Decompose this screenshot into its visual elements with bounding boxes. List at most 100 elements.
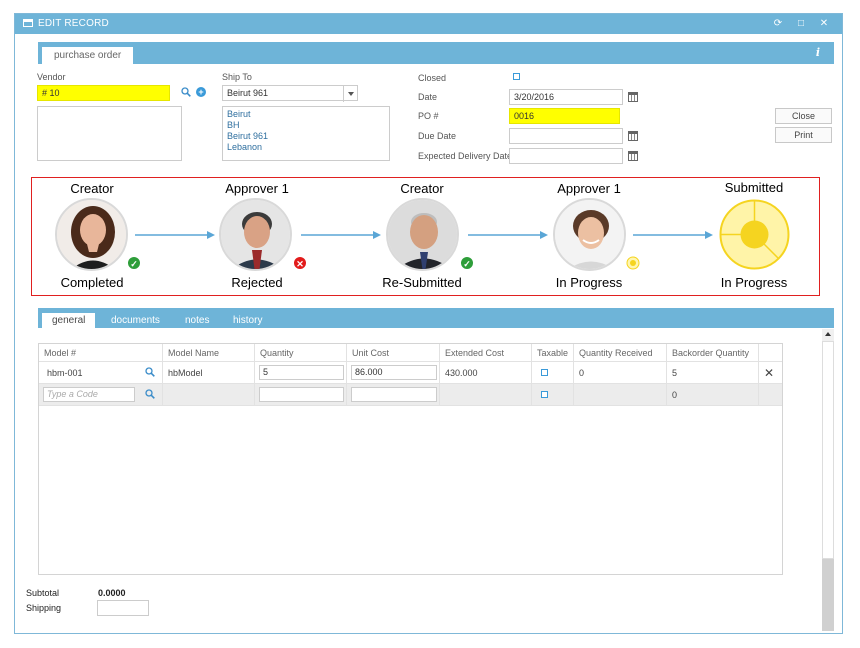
chevron-down-icon[interactable] [343,86,357,102]
approval-workflow: Creator ✓ Completed Approver 1 [31,177,820,296]
due-date-input[interactable] [509,128,623,144]
closed-label: Closed [418,73,447,83]
closed-checkbox[interactable] [513,73,520,80]
add-vendor-icon[interactable]: + [196,87,206,97]
cell-model-name: hbModel [163,362,255,383]
expected-delivery-label: Expected Delivery Date [418,151,513,161]
due-date-label: Due Date [418,131,457,141]
cell-model: Type a Code [39,384,163,405]
tab-history[interactable]: history [233,315,263,326]
model-code-input[interactable]: Type a Code [43,387,135,402]
column-header[interactable]: Model Name [163,344,255,361]
model-search-icon[interactable] [145,389,155,399]
step-role: Creator [400,181,444,196]
calendar-icon[interactable] [628,131,638,141]
tab-notes[interactable]: notes [185,315,210,326]
in-progress-icon [719,199,790,270]
step-status: In Progress [555,275,623,290]
quantity-input[interactable] [259,387,344,402]
window-title: EDIT RECORD [38,18,109,29]
column-header[interactable]: Taxable [532,344,574,361]
delete-row-icon[interactable]: ✕ [764,366,775,380]
scroll-up-icon[interactable] [825,332,831,336]
address-line: Beirut [227,109,251,119]
step-status: Completed [60,275,124,290]
section-header: purchase order i [38,42,834,64]
print-button[interactable]: Print [775,127,832,143]
edit-record-window: EDIT RECORD ⟳ □ ✕ purchase order i Vendo… [14,13,843,634]
cell-taxable [532,384,574,405]
cell-backorder-quantity: 5 [667,362,759,383]
step-role: Creator [70,181,114,196]
cell-backorder-quantity: 0 [667,384,759,405]
tab-general[interactable]: general [42,313,96,328]
cell-extended-cost: 430.000 [440,362,532,383]
cell-quantity-received: 0 [574,362,667,383]
scroll-thumb[interactable] [822,341,834,559]
cell-taxable [532,362,574,383]
column-header[interactable]: Unit Cost [347,344,440,361]
calendar-icon[interactable] [628,92,638,102]
step-role: Approver 1 [225,181,289,196]
po-number-input[interactable]: 0016 [509,108,620,124]
column-header[interactable]: Quantity Received [574,344,667,361]
avatar [219,198,292,271]
column-header[interactable]: Model # [39,344,163,361]
column-header[interactable]: Backorder Quantity [667,344,759,361]
po-label: PO # [418,111,439,121]
taxable-checkbox[interactable] [541,369,548,376]
cell-quantity [255,384,347,405]
close-icon: ✕ [293,256,307,270]
avatar [386,198,459,271]
unit-cost-input[interactable] [351,387,437,402]
tab-documents[interactable]: documents [111,315,160,326]
taxable-checkbox[interactable] [541,391,548,398]
column-header-actions [759,344,784,361]
unit-cost-input[interactable]: 86.000 [351,365,437,380]
column-header[interactable]: Extended Cost [440,344,532,361]
pending-icon [626,256,640,270]
step-status: In Progress [720,275,788,290]
model-search-icon[interactable] [145,367,155,377]
date-input[interactable]: 3/20/2016 [509,89,623,105]
step-status: Re-Submitted [382,275,462,290]
title-bar: EDIT RECORD ⟳ □ ✕ [15,14,842,34]
quantity-input[interactable]: 5 [259,365,344,380]
maximize-icon[interactable]: □ [797,18,805,29]
new-row[interactable]: Type a Code 0 [39,384,782,406]
address-line: Lebanon [227,142,263,152]
close-button[interactable]: Close [775,108,832,124]
ship-to-select[interactable]: Beirut 961 [222,85,358,102]
vendor-label: Vendor [37,72,66,82]
step-role: Approver 1 [557,181,621,196]
info-icon[interactable]: i [815,46,820,59]
close-window-icon[interactable]: ✕ [819,18,829,29]
ship-to-selected: Beirut 961 [227,88,269,98]
vendor-address-box [37,106,182,161]
record-tabs: general documents notes history [38,308,834,328]
table-row[interactable]: hbm-001 hbModel 5 86.000 430.000 0 5 ✕ [39,362,782,384]
column-header[interactable]: Quantity [255,344,347,361]
cell-extended-cost [440,384,532,405]
check-icon: ✓ [460,256,474,270]
vendor-search-icon[interactable] [181,87,191,97]
vendor-input[interactable]: # 10 [37,85,170,101]
tab-purchase-order[interactable]: purchase order [42,47,134,64]
cell-model[interactable]: hbm-001 [39,362,163,383]
arrow-icon [633,231,713,239]
calendar-icon[interactable] [628,151,638,161]
avatar [55,198,128,271]
check-icon: ✓ [127,256,141,270]
expected-delivery-input[interactable] [509,148,623,164]
refresh-icon[interactable]: ⟳ [773,18,783,29]
window-icon [23,19,33,27]
step-role: Submitted [724,180,784,195]
avatar [553,198,626,271]
cell-actions [759,384,784,405]
scrollbar[interactable] [822,329,834,631]
scroll-track[interactable] [822,559,834,631]
ship-to-address-box: Beirut BH Beirut 961 Lebanon [222,106,390,161]
shipping-input[interactable] [97,600,149,616]
arrow-icon [468,231,548,239]
arrow-icon [135,231,215,239]
